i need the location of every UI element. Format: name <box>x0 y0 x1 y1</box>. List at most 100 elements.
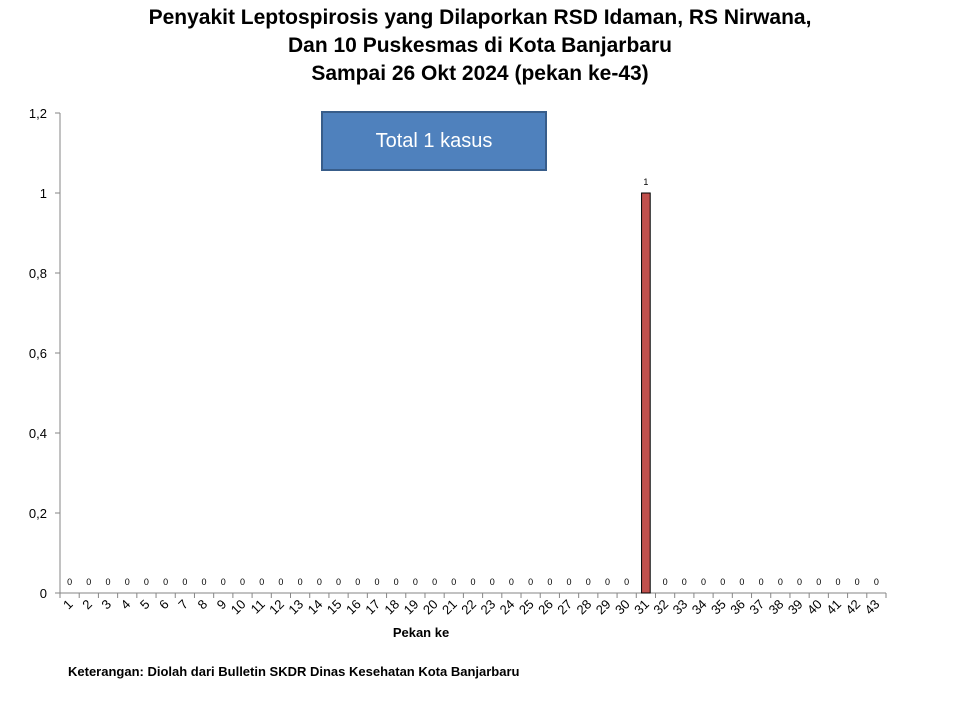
data-label: 0 <box>470 577 475 587</box>
chart-title-line-2: Dan 10 Puskesmas di Kota Banjarbaru <box>288 34 672 57</box>
data-label: 0 <box>624 577 629 587</box>
x-tick-label: 27 <box>554 597 575 618</box>
data-label: 0 <box>663 577 668 587</box>
x-axis: 1 2 3 4 5 6 7 8 910 11121314151617181920212223242… <box>59 592 887 618</box>
data-label: 0 <box>605 577 610 587</box>
data-label: 0 <box>720 577 725 587</box>
y-tick-label: 1 <box>40 186 47 201</box>
data-label: 0 <box>816 577 821 587</box>
x-tick-label: 1 <box>60 597 76 613</box>
x-tick-label: 5 <box>137 597 153 613</box>
x-tick-label: 37 <box>746 597 767 618</box>
data-label: 0 <box>317 577 322 587</box>
x-tick-label: 26 <box>535 597 556 618</box>
x-tick-label: 14 <box>305 597 326 618</box>
data-label: 0 <box>336 577 341 587</box>
data-label: 0 <box>567 577 572 587</box>
data-label: 0 <box>451 577 456 587</box>
x-tick-label: 43 <box>862 597 883 618</box>
data-label: 0 <box>739 577 744 587</box>
x-tick-label: 34 <box>689 597 710 618</box>
x-tick-label: 33 <box>670 597 691 618</box>
data-label: 0 <box>701 577 706 587</box>
chart-title-line-1: Penyakit Leptospirosis yang Dilaporkan R… <box>148 6 812 29</box>
data-label: 0 <box>547 577 552 587</box>
y-tick-label: 0,4 <box>29 426 47 441</box>
x-tick-label: 35 <box>708 597 729 618</box>
data-label: 0 <box>778 577 783 587</box>
x-tick-label: 20 <box>420 597 441 618</box>
y-tick-label: 0,8 <box>29 266 47 281</box>
data-label: 0 <box>278 577 283 587</box>
data-label: 0 <box>86 577 91 587</box>
data-label: 0 <box>144 577 149 587</box>
data-label: 0 <box>355 577 360 587</box>
data-label: 0 <box>106 577 111 587</box>
x-tick-label: 17 <box>362 597 383 618</box>
data-label: 0 <box>855 577 860 587</box>
x-axis-title: Pekan ke <box>393 625 449 640</box>
data-label: 0 <box>682 577 687 587</box>
x-tick-label: 38 <box>766 597 787 618</box>
bars <box>641 192 651 594</box>
y-axis: 0 0,2 0,4 0,6 0,8 1 1,2 <box>29 106 61 601</box>
x-tick-label: 22 <box>458 597 479 618</box>
data-label: 0 <box>394 577 399 587</box>
x-tick-label: 9 <box>214 597 230 613</box>
x-tick-label: 6 <box>156 597 172 613</box>
data-label: 0 <box>374 577 379 587</box>
x-tick-label: 29 <box>593 597 614 618</box>
x-tick-label: 7 <box>175 597 191 613</box>
y-tick-label: 0,2 <box>29 506 47 521</box>
x-tick-label: 16 <box>343 597 364 618</box>
data-label: 1 <box>643 177 648 187</box>
x-tick-label: 13 <box>285 597 306 618</box>
data-label: 0 <box>298 577 303 587</box>
x-tick-label: 2 <box>79 597 95 613</box>
data-label: 0 <box>202 577 207 587</box>
x-tick-label: 3 <box>98 597 114 613</box>
bar <box>641 192 651 594</box>
chart-title: Penyakit Leptospirosis yang Dilaporkan R… <box>0 4 960 88</box>
data-label: 0 <box>221 577 226 587</box>
x-tick-label: 23 <box>477 597 498 618</box>
y-tick-label: 0 <box>40 586 47 601</box>
x-tick-label: 10 <box>228 597 249 618</box>
data-label: 0 <box>586 577 591 587</box>
x-tick-label: 30 <box>612 597 633 618</box>
data-label: 0 <box>797 577 802 587</box>
x-tick-label: 32 <box>650 597 671 618</box>
data-label: 0 <box>413 577 418 587</box>
x-tick-label: 11 <box>248 597 268 617</box>
footnote: Keterangan: Diolah dari Bulletin SKDR Di… <box>68 664 520 679</box>
total-cases-box: Total 1 kasus <box>321 111 547 171</box>
x-tick-label: 42 <box>842 597 863 618</box>
data-label: 0 <box>490 577 495 587</box>
data-label: 0 <box>240 577 245 587</box>
data-label: 0 <box>259 577 264 587</box>
x-tick-label: 19 <box>401 597 422 618</box>
x-tick-label: 21 <box>439 597 460 618</box>
x-tick-label: 31 <box>631 597 652 618</box>
chart-title-line-3: Sampai 26 Okt 2024 (pekan ke-43) <box>311 62 649 85</box>
data-label: 0 <box>835 577 840 587</box>
data-label: 0 <box>432 577 437 587</box>
x-tick-label: 36 <box>727 597 748 618</box>
x-tick-label: 39 <box>785 597 806 618</box>
x-tick-label: 12 <box>266 597 287 618</box>
x-tick-label: 4 <box>118 597 134 613</box>
data-label: 0 <box>528 577 533 587</box>
x-tick-label: 24 <box>497 597 518 618</box>
x-tick-label: 25 <box>516 597 537 618</box>
y-tick-label: 1,2 <box>29 106 47 121</box>
data-label: 0 <box>163 577 168 587</box>
x-tick-label: 18 <box>381 597 402 618</box>
data-label: 0 <box>182 577 187 587</box>
data-label: 0 <box>125 577 130 587</box>
data-labels: 0 0 0 0 0 0 0 0 0 0 0 0 0 0 0 0 0 0 0 0 0 0 0 0 0 0 0 0 0 0 1 0 0 0 0 0 0 0 0 0… <box>67 177 879 587</box>
y-tick-label: 0,6 <box>29 346 47 361</box>
data-label: 0 <box>509 577 514 587</box>
x-tick-label: 41 <box>823 597 844 618</box>
data-label: 0 <box>759 577 764 587</box>
